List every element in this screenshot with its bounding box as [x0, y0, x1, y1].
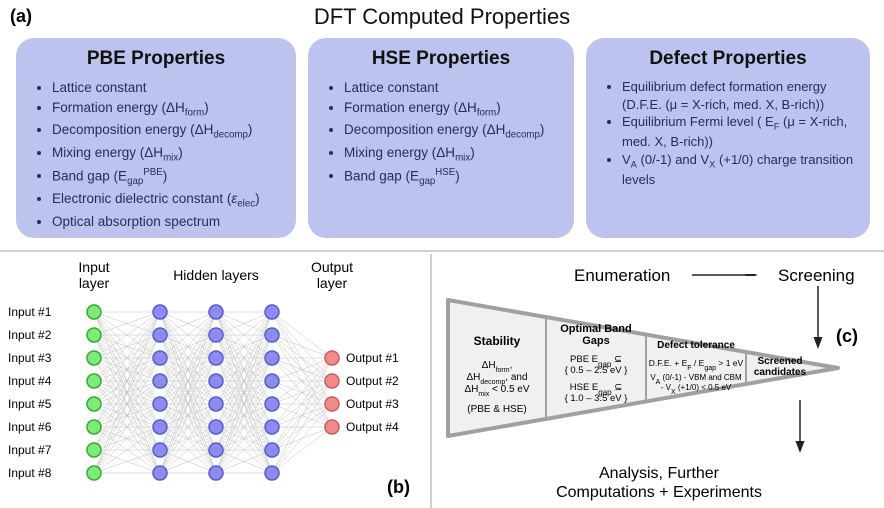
panel-c-label: (c) — [836, 326, 858, 347]
panel-a: (a) DFT Computed Properties PBE Properti… — [0, 0, 884, 252]
svg-text:Input #5: Input #5 — [8, 397, 52, 411]
list-item: Decomposition energy (ΔHdecomp) — [344, 120, 560, 143]
panel-c: Enumeration Screening StabilityΔHform,ΔH… — [434, 254, 884, 508]
svg-text:Output #3: Output #3 — [346, 397, 399, 411]
card-hse: HSE Properties Lattice constantFormation… — [308, 38, 574, 238]
card-pbe-list: Lattice constantFormation energy (ΔHform… — [30, 78, 282, 231]
svg-text:Output #1: Output #1 — [346, 351, 399, 365]
list-item: Decomposition energy (ΔHdecomp) — [52, 120, 282, 143]
card-pbe: PBE Properties Lattice constantFormation… — [16, 38, 296, 238]
enumeration-label: Enumeration — [574, 266, 670, 286]
list-item: Optical absorption spectrum — [52, 212, 282, 232]
list-item: Lattice constant — [344, 78, 560, 98]
card-hse-list: Lattice constantFormation energy (ΔHform… — [322, 78, 560, 189]
list-item: Electronic dielectric constant (εelec) — [52, 189, 282, 212]
list-item: VA (0/-1) and VX (+1/0) charge transitio… — [622, 151, 856, 189]
svg-text:Output #2: Output #2 — [346, 374, 399, 388]
screening-label: Screening — [778, 266, 855, 286]
svg-text:Input #1: Input #1 — [8, 305, 52, 319]
list-item: Formation energy (ΔHform) — [52, 98, 282, 121]
list-item: Mixing energy (ΔHmix) — [52, 143, 282, 166]
card-pbe-title: PBE Properties — [30, 48, 282, 70]
list-item: Band gap (EgapHSE) — [344, 166, 560, 189]
svg-text:Input #8: Input #8 — [8, 466, 52, 480]
list-item: Band gap (EgapPBE) — [52, 166, 282, 189]
svg-text:Inputlayer: Inputlayer — [78, 259, 109, 291]
svg-text:PBE Egap ⊆{ 0.5 – 2.5 eV }: PBE Egap ⊆{ 0.5 – 2.5 eV } — [565, 354, 628, 376]
svg-text:HSE Egap ⊆{ 1.0 – 3.5 eV }: HSE Egap ⊆{ 1.0 – 3.5 eV } — [565, 382, 628, 404]
list-item: Lattice constant — [52, 78, 282, 98]
list-item: Formation energy (ΔHform) — [344, 98, 560, 121]
card-defect-list: Equilibrium defect formation energy (D.F… — [600, 78, 856, 189]
list-item: Mixing energy (ΔHmix) — [344, 143, 560, 166]
svg-text:Output #4: Output #4 — [346, 420, 399, 434]
svg-text:Defect tolerance: Defect tolerance — [657, 340, 735, 351]
svg-text:Input #3: Input #3 — [8, 351, 52, 365]
nn-diagram: Input #1 Input #2 Input #3 Input #4 Input #5… — [0, 254, 432, 508]
svg-text:Hidden layers: Hidden layers — [173, 267, 259, 283]
svg-text:Input #6: Input #6 — [8, 420, 52, 434]
svg-text:Input #7: Input #7 — [8, 443, 52, 457]
list-item: Equilibrium defect formation energy (D.F… — [622, 78, 856, 113]
card-defect: Defect Properties Equilibrium defect for… — [586, 38, 870, 238]
enum-to-screen-arrow — [690, 274, 764, 276]
list-item: Equilibrium Fermi level ( EF (μ = X-rich… — [622, 113, 856, 151]
card-defect-title: Defect Properties — [600, 48, 856, 70]
panel-b-label: (b) — [387, 477, 410, 498]
svg-text:(PBE & HSE): (PBE & HSE) — [467, 404, 526, 415]
funnel-diagram: StabilityΔHform,ΔHdecomp, andΔHmix < 0.5… — [440, 290, 878, 455]
svg-text:Input #4: Input #4 — [8, 374, 52, 388]
panel-c-bottom: Analysis, FurtherComputations + Experime… — [434, 464, 884, 502]
card-hse-title: HSE Properties — [322, 48, 560, 70]
svg-text:Outputlayer: Outputlayer — [311, 259, 353, 291]
main-title: DFT Computed Properties — [0, 4, 884, 30]
svg-text:Input #2: Input #2 — [8, 328, 52, 342]
svg-text:Stability: Stability — [474, 334, 521, 348]
panel-b: Input #1 Input #2 Input #3 Input #4 Input #5… — [0, 254, 432, 508]
svg-text:Screenedcandidates: Screenedcandidates — [754, 356, 807, 378]
